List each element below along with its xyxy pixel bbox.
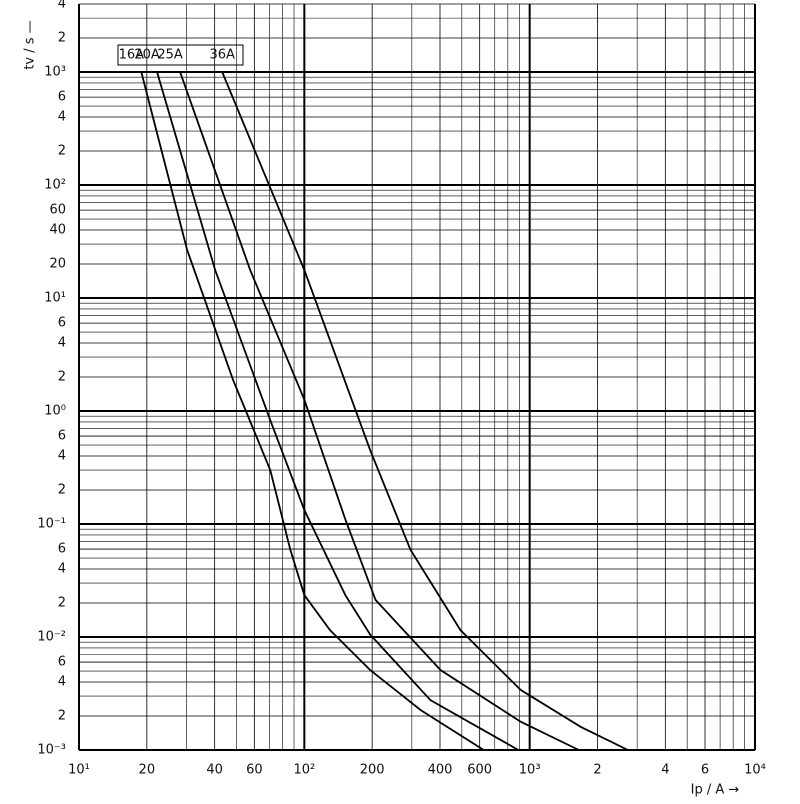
x-tick-label: 600 xyxy=(467,763,492,778)
x-tick-label: 400 xyxy=(428,763,453,778)
curve xyxy=(221,71,629,751)
x-tick-label: 20 xyxy=(139,763,156,778)
x-tick-label: 10² xyxy=(293,763,315,778)
x-tick-label: 6 xyxy=(701,763,709,778)
y-tick-label: 6 xyxy=(58,429,66,444)
y-tick-label: 20 xyxy=(49,257,66,272)
y-tick-label: 4 xyxy=(58,335,66,350)
y-tick-label: 2 xyxy=(58,708,66,723)
x-tick-label: 10¹ xyxy=(68,763,90,778)
y-tick-label: 2 xyxy=(58,482,66,497)
y-tick-label: 40 xyxy=(49,222,66,237)
y-tick-label: 4 xyxy=(58,561,66,576)
legend-label: 36A xyxy=(209,48,235,63)
y-tick-label: 4 xyxy=(58,109,66,124)
curve xyxy=(179,71,580,751)
y-tick-label: 4 xyxy=(58,0,66,12)
y-tick-label: 6 xyxy=(58,316,66,331)
y-tick-label: 4 xyxy=(58,674,66,689)
y-tick-label: 2 xyxy=(58,595,66,610)
curve xyxy=(140,71,485,751)
legend-label: 20A xyxy=(134,48,160,63)
x-tick-label: 60 xyxy=(246,763,263,778)
y-tick-label: 6 xyxy=(58,542,66,557)
x-tick-label: 2 xyxy=(593,763,601,778)
x-tick-label: 40 xyxy=(206,763,223,778)
y-tick-label: 10⁰ xyxy=(44,404,66,419)
x-tick-label: 4 xyxy=(661,763,669,778)
legend-label: 16A xyxy=(119,48,145,63)
y-tick-label: 10³ xyxy=(44,65,66,80)
x-tick-label: 200 xyxy=(360,763,385,778)
y-axis-label: tv / s — xyxy=(23,20,38,69)
x-tick-label: 10³ xyxy=(519,763,541,778)
legend-label: 25A xyxy=(157,48,183,63)
y-tick-label: 10⁻¹ xyxy=(37,517,66,532)
y-tick-label: 6 xyxy=(58,90,66,105)
legend-box xyxy=(117,44,244,66)
y-tick-label: 4 xyxy=(58,448,66,463)
y-tick-label: 10¹ xyxy=(44,291,66,306)
x-axis-label: Ip / A → xyxy=(691,783,740,798)
y-tick-label: 10⁻³ xyxy=(37,743,66,758)
y-tick-label: 6 xyxy=(58,655,66,670)
y-tick-label: 2 xyxy=(58,31,66,46)
curve xyxy=(156,71,519,751)
y-tick-label: 2 xyxy=(58,144,66,159)
x-tick-label: 10⁴ xyxy=(744,763,766,778)
y-tick-label: 2 xyxy=(58,370,66,385)
y-tick-label: 10⁻² xyxy=(37,630,66,645)
y-tick-label: 60 xyxy=(49,203,66,218)
y-tick-label: 10² xyxy=(44,178,66,193)
